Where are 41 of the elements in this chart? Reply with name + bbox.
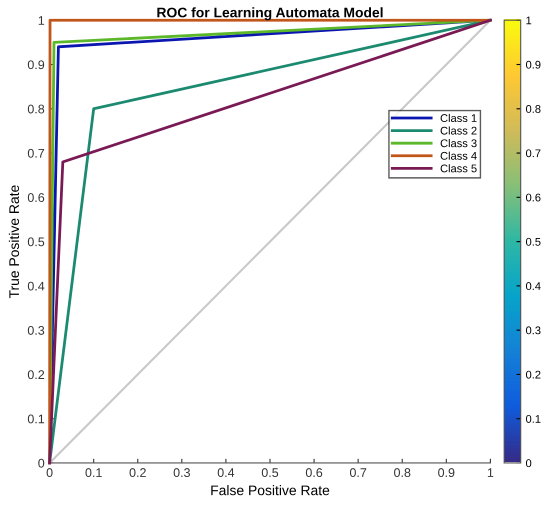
x-tick-label: 0.5 [262,468,278,478]
y-axis-title: True Positive Rate [8,185,20,298]
color-bar-label: 0.8 [526,105,541,113]
x-axis-title: False Positive Rate [211,485,330,496]
x-tick-label: 0.9 [438,468,454,478]
x-tick-label: 0.3 [174,468,190,478]
y-tick-label: 0.7 [28,148,44,158]
color-bar-label: 0 [526,459,532,468]
legend-label: Class 4 [440,152,477,160]
y-tick-label: 0.5 [28,237,44,246]
x-tick-label: 0.8 [394,468,410,478]
legend-label: Class 3 [440,139,477,148]
y-tick-label: 0.3 [28,326,44,335]
x-tick-label: 1 [488,468,494,477]
chart-title: ROC for Learning Automata Model [157,7,383,20]
y-tick-label: 0.4 [28,282,44,291]
x-tick-label: 0.6 [306,468,322,478]
color-bar-label: 0.7 [526,149,540,158]
y-tick-label: 0.8 [28,104,44,114]
color-bar-label: 0.6 [526,194,541,202]
color-bar-label: 0.2 [526,370,540,379]
x-tick-label: 0.4 [218,468,234,478]
color-bar-label: 1 [526,16,532,24]
color-bar-label: 0.4 [526,282,541,290]
x-tick-label: 0.2 [130,468,146,478]
color-bar-label: 0.9 [526,60,540,69]
y-tick-label: 0.9 [28,60,44,70]
color-bar-label: 0.1 [526,414,540,423]
x-tick-label: 0 [46,468,53,478]
y-tick-label: 0.6 [28,193,44,202]
x-tick-label: 0.1 [85,468,102,478]
legend-label: Class 2 [440,126,477,135]
y-tick-label: 0.1 [28,414,44,424]
color-bar-label: 0.5 [526,238,541,246]
y-tick-label: 0.2 [28,370,44,380]
y-tick-label: 1 [38,16,44,25]
legend-label: Class 5 [440,164,477,172]
color-bar-label: 0.3 [526,326,541,334]
legend-label: Class 1 [440,114,477,122]
x-tick-label: 0.7 [350,468,366,478]
y-tick-label: 0 [38,458,44,468]
